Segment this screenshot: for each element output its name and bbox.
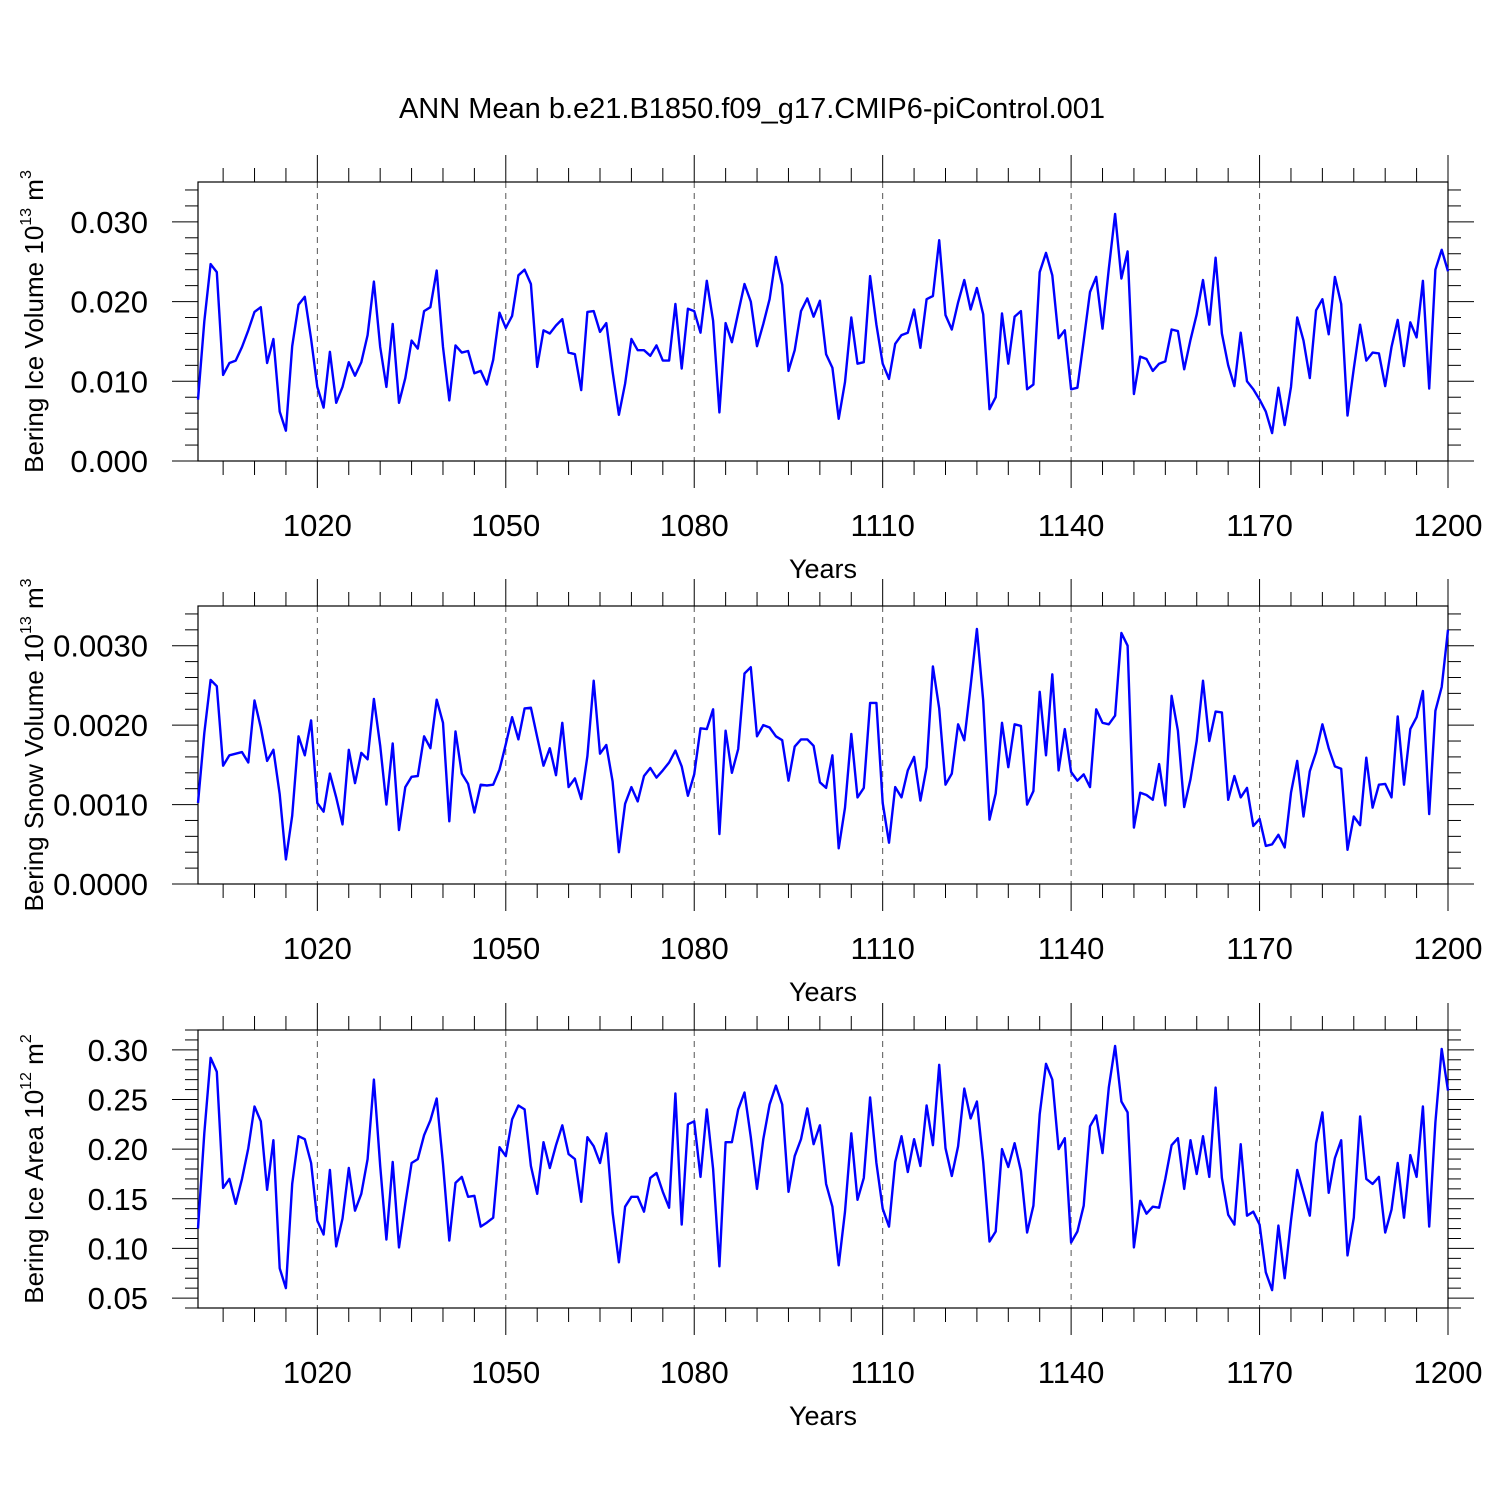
y-axis-label: Bering Snow Volume 1013 m3 — [18, 578, 49, 911]
y-tick-label: 0.030 — [70, 205, 148, 240]
plot-frame — [197, 181, 1449, 462]
x-tick-label: 1170 — [1226, 1355, 1293, 1390]
x-tick-label: 1020 — [283, 931, 352, 966]
y-axis-label-exponent: 13 — [18, 616, 35, 634]
y-axis-label-main: Bering Ice Area 10 — [19, 1090, 49, 1304]
x-axis-label: Years — [789, 1401, 857, 1431]
y-axis-label-main: Bering Ice Volume 10 — [19, 226, 49, 473]
x-tick-label: 1080 — [660, 931, 729, 966]
x-tick-label: 1080 — [660, 508, 729, 543]
y-tick-label: 0.10 — [88, 1231, 148, 1266]
panel-snow-volume: 1020 1050 1080 1110 1140 1170 1200 Years 0.0000 0… — [18, 578, 1482, 1007]
panel-ice-volume: 1020 1050 1080 1110 1140 1170 1200 Years 0.000 0.… — [18, 155, 1482, 584]
y-tick-label: 0.30 — [88, 1033, 148, 1068]
y-tick-label: 0.0010 — [53, 788, 148, 823]
plot-frame — [197, 605, 1449, 885]
y-tick-label: 0.000 — [70, 444, 148, 479]
x-tick-label: 1050 — [471, 931, 540, 966]
x-tick-label: 1050 — [471, 1355, 540, 1390]
y-tick-label: 0.20 — [88, 1132, 148, 1167]
x-tick-label: 1020 — [283, 1355, 352, 1390]
y-axis-label-exponent: 13 — [18, 208, 35, 226]
panel-ice-area: 1020 1050 1080 1110 1140 1170 1200 Years 0.05 0.1… — [18, 1003, 1482, 1431]
x-tick-label: 1140 — [1038, 931, 1105, 966]
y-axis-label: Bering Ice Area 1012 m2 — [18, 1034, 49, 1304]
y-tick-label: 0.0030 — [53, 629, 148, 664]
y-tick-label: 0.010 — [70, 364, 148, 399]
x-tick-label: 1140 — [1038, 1355, 1105, 1390]
y-tick-label: 0.0000 — [53, 867, 148, 902]
y-axis-label-unit-exponent: 3 — [18, 170, 35, 179]
series-line — [196, 627, 1450, 861]
x-tick-label: 1020 — [283, 508, 352, 543]
x-tick-label: 1110 — [850, 931, 914, 966]
series-line — [196, 212, 1450, 435]
y-tick-label: 0.25 — [88, 1083, 148, 1118]
x-tick-label: 1200 — [1414, 508, 1483, 543]
x-tick-label: 1050 — [471, 508, 540, 543]
x-axis-label: Years — [789, 554, 857, 584]
x-tick-label: 1110 — [850, 1355, 914, 1390]
x-tick-label: 1080 — [660, 1355, 729, 1390]
y-tick-label: 0.15 — [88, 1182, 148, 1217]
x-tick-label: 1140 — [1038, 508, 1105, 543]
chart-title: ANN Mean b.e21.B1850.f09_g17.CMIP6-piCon… — [399, 93, 1105, 125]
plot-frame — [197, 1029, 1449, 1309]
y-axis-label-unit: m — [19, 587, 49, 616]
x-tick-label: 1170 — [1226, 508, 1293, 543]
x-tick-label: 1200 — [1414, 931, 1483, 966]
y-tick-label: 0.05 — [88, 1281, 148, 1316]
y-axis-label-unit-exponent: 3 — [18, 578, 35, 587]
y-tick-label: 0.020 — [70, 285, 148, 320]
y-axis-label-main: Bering Snow Volume 10 — [19, 634, 49, 912]
x-tick-label: 1200 — [1414, 1355, 1483, 1390]
y-axis-label-unit-exponent: 2 — [18, 1034, 35, 1043]
y-axis-label: Bering Ice Volume 1013 m3 — [18, 170, 49, 473]
y-axis-label-unit: m — [19, 1043, 49, 1072]
x-axis-label: Years — [789, 977, 857, 1007]
series-line — [196, 1044, 1450, 1292]
y-axis-label-unit: m — [19, 179, 49, 208]
y-tick-label: 0.0020 — [53, 708, 148, 743]
x-tick-label: 1170 — [1226, 931, 1293, 966]
x-tick-label: 1110 — [850, 508, 914, 543]
y-axis-label-exponent: 12 — [18, 1072, 35, 1090]
